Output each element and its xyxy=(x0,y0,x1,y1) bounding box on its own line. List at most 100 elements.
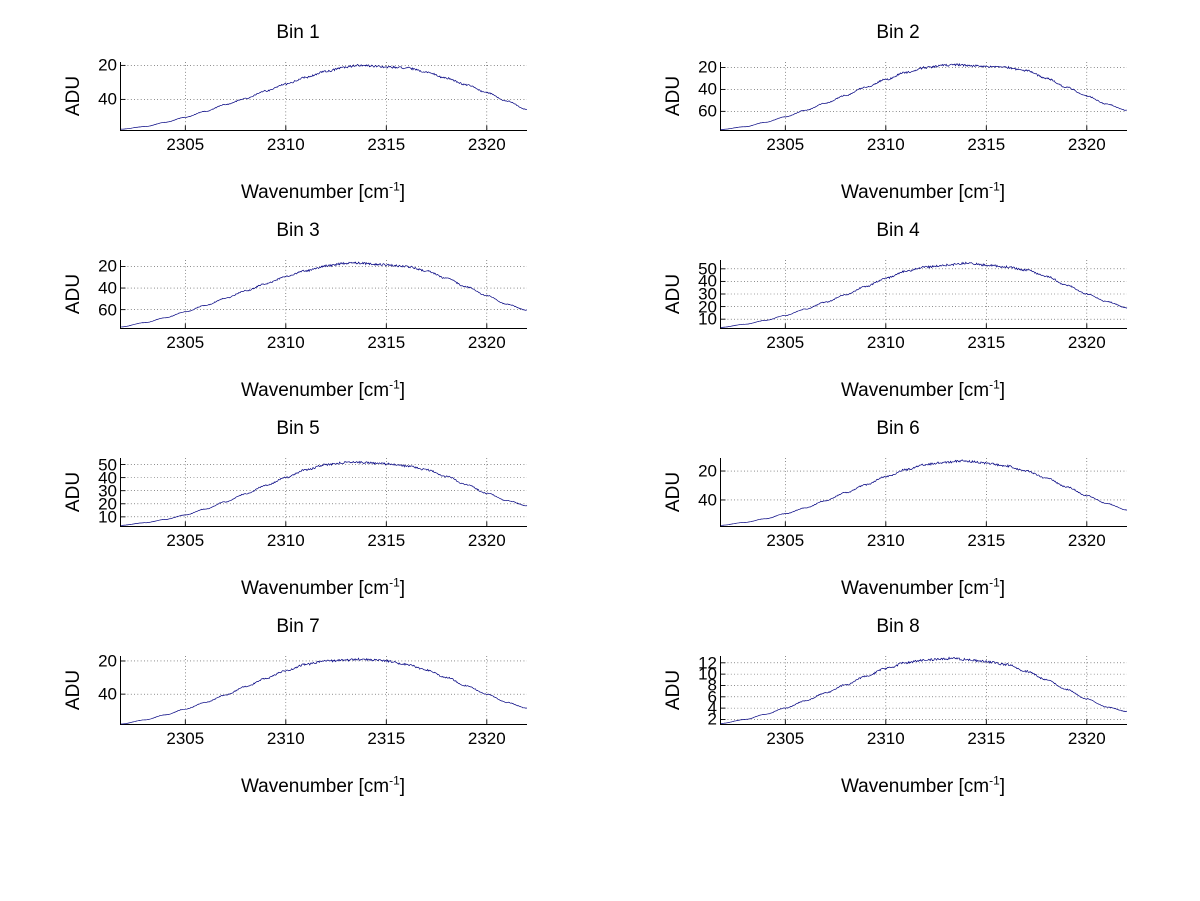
x-axis-label-exponent: -1 xyxy=(389,377,400,392)
subplot-bin-8: Bin 8 ADU 2 4 6 8 10 12 2305 2310 2315 2320 Wavenumb… xyxy=(628,616,1168,821)
x-tick-label: 2320 xyxy=(1067,135,1106,154)
y-tick-label: 20 xyxy=(98,651,117,671)
x-axis-label: Wavenumber [cm-1] xyxy=(720,377,1126,402)
plot-canvas xyxy=(121,260,527,328)
plot-canvas xyxy=(721,260,1127,328)
y-tick-label: 40 xyxy=(98,684,117,704)
plot-axes: 2 4 6 8 10 12 2305 2310 2315 2320 xyxy=(698,654,1127,748)
y-tick-label: 10 xyxy=(698,664,717,684)
y-axis-label-text: ADU xyxy=(663,471,684,513)
x-tick-label: 2320 xyxy=(1067,333,1106,352)
x-axis-label: Wavenumber [cm-1] xyxy=(120,179,526,204)
x-axis-label-prefix: Wavenumber [cm xyxy=(240,578,390,599)
y-tick-label: 50 xyxy=(698,259,717,279)
x-axis-label-prefix: Wavenumber [cm xyxy=(840,182,990,203)
y-tick-label: 10 xyxy=(698,309,717,329)
x-tick-label: 2315 xyxy=(967,729,1006,748)
y-tick-label: 30 xyxy=(698,284,717,304)
y-axis-label-text: ADU xyxy=(63,669,84,711)
subplot-title: Bin 8 xyxy=(876,616,920,637)
plot-axes: 10 20 30 40 50 2305 2310 2315 2320 xyxy=(698,260,1127,352)
x-tick-label: 2315 xyxy=(967,135,1006,154)
y-tick-label: 40 xyxy=(698,490,717,510)
y-tick-label: 10 xyxy=(98,507,117,527)
spectrum-line xyxy=(121,64,527,129)
spectrum-line xyxy=(121,658,527,724)
x-tick-label: 2310 xyxy=(866,135,905,154)
subplot-title: Bin 3 xyxy=(276,220,320,241)
y-axis-label-text: ADU xyxy=(663,273,684,315)
plot-canvas xyxy=(721,458,1127,526)
subplot-bin-5: Bin 5 ADU 10 20 30 40 50 2305 2310 2315 2320 Wavenu… xyxy=(28,418,568,623)
x-axis-label-suffix: ] xyxy=(999,578,1006,599)
y-tick-label: 30 xyxy=(98,481,117,501)
plot-axes: 60 40 20 2305 2310 2315 2320 xyxy=(698,59,1127,154)
x-axis-label-exponent: -1 xyxy=(989,377,1000,392)
y-tick-label: 60 xyxy=(98,300,117,320)
x-tick-label: 2320 xyxy=(467,333,506,352)
y-tick-label: 4 xyxy=(707,698,717,718)
y-tick-label: 20 xyxy=(98,256,117,276)
spectrum-line xyxy=(721,657,1127,723)
subplot-bin-1: Bin 1 ADU 40 20 2305 2310 2315 2320 Wavenumber [… xyxy=(28,22,568,227)
x-axis-label-prefix: Wavenumber [cm xyxy=(840,380,990,401)
spectrum-line xyxy=(721,64,1127,130)
x-tick-label: 2315 xyxy=(367,333,406,352)
spectrum-line xyxy=(121,461,527,525)
x-tick-label: 2305 xyxy=(766,531,805,550)
y-tick-label: 12 xyxy=(698,653,717,673)
y-tick-label: 40 xyxy=(98,468,117,488)
x-tick-label: 2315 xyxy=(967,531,1006,550)
x-tick-label: 2315 xyxy=(367,531,406,550)
x-tick-label: 2305 xyxy=(766,333,805,352)
x-tick-label: 2320 xyxy=(467,729,506,748)
x-axis-label: Wavenumber [cm-1] xyxy=(720,179,1126,204)
x-tick-label: 2305 xyxy=(166,729,205,748)
plot-axes: 40 20 2305 2310 2315 2320 xyxy=(98,652,527,748)
x-axis-label: Wavenumber [cm-1] xyxy=(720,577,1126,600)
y-tick-label: 40 xyxy=(698,271,717,291)
x-axis-label-exponent: -1 xyxy=(989,179,1000,194)
x-axis-label: Wavenumber [cm-1] xyxy=(120,773,526,798)
x-axis-label-exponent: -1 xyxy=(389,179,400,194)
plot-canvas xyxy=(721,62,1127,130)
x-axis-label-exponent: -1 xyxy=(989,773,1000,788)
y-tick-label: 8 xyxy=(707,675,717,695)
spectrum-line xyxy=(721,262,1127,327)
x-axis-label: Wavenumber [cm-1] xyxy=(120,377,526,402)
x-tick-label: 2310 xyxy=(866,333,905,352)
y-axis-label-text: ADU xyxy=(63,471,84,513)
x-tick-label: 2320 xyxy=(1067,729,1106,748)
x-tick-label: 2305 xyxy=(766,729,805,748)
x-axis-label-prefix: Wavenumber [cm xyxy=(240,776,390,797)
x-tick-label: 2320 xyxy=(1067,531,1106,550)
subplot-bin-2: Bin 2 ADU 60 40 20 2305 2310 2315 2320 Wavenumber… xyxy=(628,22,1168,227)
plot-axes: 40 20 2305 2310 2315 2320 xyxy=(698,458,1127,550)
spectrum-line xyxy=(121,262,527,327)
x-tick-label: 2310 xyxy=(266,333,305,352)
x-tick-label: 2305 xyxy=(166,135,205,154)
y-tick-label: 20 xyxy=(698,57,717,77)
y-axis-label-text: ADU xyxy=(663,669,684,711)
x-axis-label-exponent: -1 xyxy=(389,773,400,788)
x-tick-label: 2310 xyxy=(266,135,305,154)
y-tick-label: 40 xyxy=(698,79,717,99)
y-tick-label: 50 xyxy=(98,455,117,475)
x-tick-label: 2320 xyxy=(467,135,506,154)
plot-canvas xyxy=(121,62,527,130)
y-tick-label: 40 xyxy=(98,89,117,109)
y-tick-label: 20 xyxy=(698,297,717,317)
x-axis-label-suffix: ] xyxy=(999,182,1006,203)
x-tick-label: 2305 xyxy=(766,135,805,154)
x-axis-label-suffix: ] xyxy=(399,776,406,797)
plot-axes: 10 20 30 40 50 2305 2310 2315 2320 xyxy=(98,456,527,550)
x-tick-label: 2315 xyxy=(967,333,1006,352)
x-tick-label: 2315 xyxy=(367,135,406,154)
y-tick-label: 20 xyxy=(698,461,717,481)
x-axis-label-suffix: ] xyxy=(399,380,406,401)
y-axis-label-text: ADU xyxy=(663,75,684,117)
x-axis-label: Wavenumber [cm-1] xyxy=(120,577,526,600)
subplot-bin-4: Bin 4 ADU 10 20 30 40 50 2305 2310 2315 2320 Wavenu… xyxy=(628,220,1168,425)
x-axis-label-suffix: ] xyxy=(999,776,1006,797)
